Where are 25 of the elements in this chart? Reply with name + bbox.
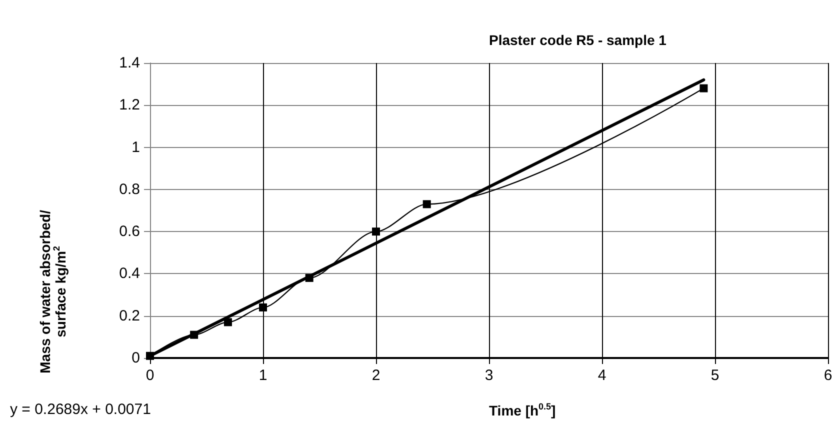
x-tick-label: 4	[598, 367, 606, 384]
y-tick-label: 0.4	[119, 265, 140, 282]
chart-title: Plaster code R5 - sample 1	[488, 32, 667, 48]
y-tick-label: 1.4	[119, 54, 140, 72]
y-tick-label: 0	[132, 350, 140, 366]
x-tick-label: 0	[146, 367, 154, 384]
x-tick-label: 1	[258, 367, 268, 384]
y-tick-label: 0.8	[119, 180, 140, 198]
y-tick-label: 0.2	[119, 307, 140, 324]
y-tick-label: 1.2	[119, 96, 140, 114]
x-tick-label: 5	[710, 367, 720, 384]
point	[305, 274, 314, 282]
x-tick-label: 6	[824, 367, 832, 384]
point	[259, 303, 267, 312]
x-tick-label: 2	[372, 367, 380, 384]
point	[190, 330, 198, 339]
point	[146, 352, 154, 360]
point	[372, 228, 380, 236]
point	[422, 200, 431, 208]
y-tick-label: 1	[132, 138, 140, 156]
text: y = 0.2689x + 0.0071	[10, 401, 151, 418]
y-tick-label: 0.6	[119, 223, 140, 240]
point	[700, 84, 708, 92]
x-tick-label: 3	[484, 367, 494, 384]
point	[224, 318, 232, 326]
